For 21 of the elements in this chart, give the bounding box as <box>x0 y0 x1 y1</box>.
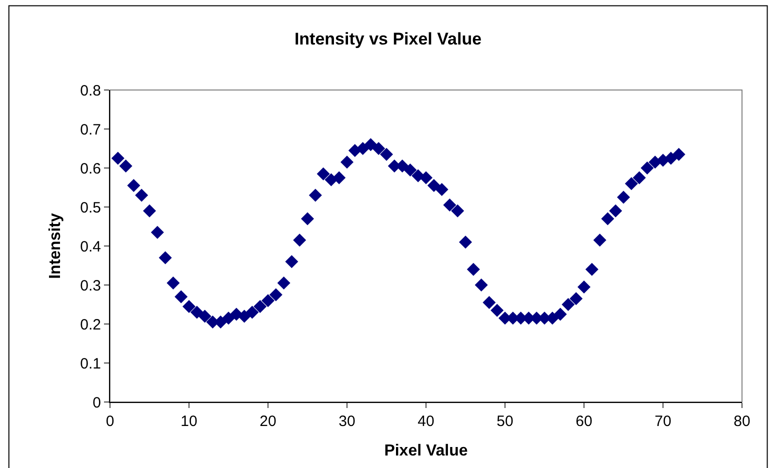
y-tick-label: 0.4 <box>80 238 101 256</box>
x-tick-label: 30 <box>338 413 356 430</box>
x-tick-label: 80 <box>734 413 750 430</box>
y-tick-label: 0.7 <box>80 121 101 138</box>
y-tick-label: 0.1 <box>80 355 101 372</box>
y-tick-label: 0 <box>92 394 101 412</box>
x-tick-label: 10 <box>180 413 198 430</box>
x-tick-label: 60 <box>576 413 592 430</box>
x-tick-label: 70 <box>654 413 672 430</box>
x-axis-title: Pixel Value <box>384 442 468 460</box>
chart-title: Intensity vs Pixel Value <box>294 30 482 49</box>
x-tick-label: 0 <box>106 413 114 430</box>
y-axis-title: Intensity <box>47 213 64 279</box>
y-tick-label: 0.8 <box>80 82 101 100</box>
x-tick-label: 40 <box>418 413 434 430</box>
y-tick-label: 0.3 <box>80 277 101 294</box>
x-tick-label: 20 <box>260 413 276 430</box>
x-tick-label: 50 <box>496 413 514 430</box>
y-tick-label: 0.2 <box>80 316 101 334</box>
y-tick-label: 0.5 <box>80 199 101 216</box>
y-tick-label: 0.6 <box>80 160 101 178</box>
